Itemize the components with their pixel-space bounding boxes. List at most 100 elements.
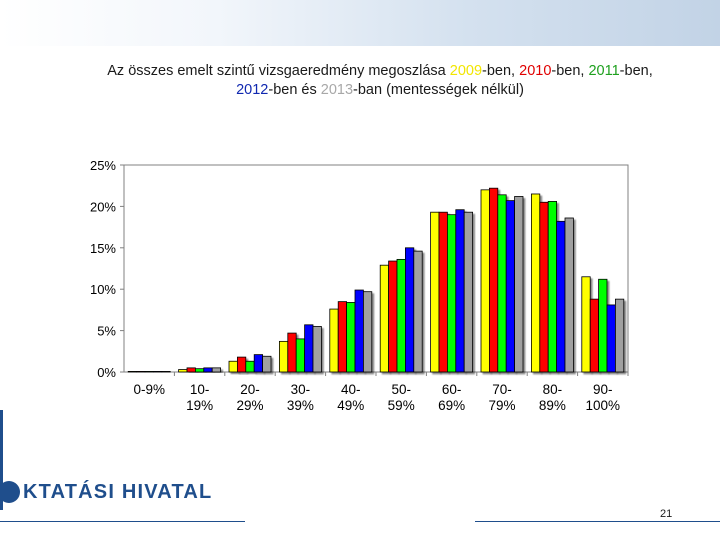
bar-2011-2 (245, 360, 255, 373)
bar-2009-1 (178, 369, 188, 373)
bar-2010-0 (136, 370, 146, 373)
title-text: -ban (mentességek nélkül) (353, 82, 524, 98)
title-text: -ben és (268, 82, 321, 98)
bar-2010-9 (589, 298, 600, 373)
bar-2012-8 (556, 220, 566, 373)
bar-2013-5 (413, 250, 423, 373)
logo-text: KTATÁSI HIVATAL (23, 480, 213, 503)
bar-2013-6 (463, 211, 474, 373)
x-tick-label: 0-9% (133, 382, 165, 397)
year-2009-label: 2009 (449, 63, 483, 79)
x-tick-label-line: 49% (337, 398, 364, 413)
bar-2010-2 (236, 356, 247, 373)
y-tick-label: 20% (90, 199, 116, 214)
y-tick-label: 5% (97, 324, 116, 339)
bar-series (127, 187, 625, 373)
y-tick-label: 10% (90, 282, 116, 297)
bar-2010-6 (438, 211, 448, 373)
bar-2013-4 (362, 291, 373, 373)
bar-2012-7 (505, 200, 516, 373)
title-text: -ben, (551, 63, 589, 79)
title-text: -ben, (482, 63, 520, 79)
x-tick-label-line: 80- (543, 382, 563, 397)
title-line-2: 2012-ben és 2013-ban (mentességek nélkül… (40, 81, 720, 100)
bar-2009-9 (581, 276, 591, 373)
bar-2010-1 (186, 367, 196, 373)
title-text: Az összes emelt szintű vizsgaeredmény me… (107, 63, 450, 79)
bar-2010-4 (337, 301, 348, 373)
x-tick-label: 70-79% (488, 382, 515, 413)
x-tick-label-line: 30- (291, 382, 311, 397)
bar-2009-7 (480, 189, 490, 373)
x-tick-label-line: 60- (442, 382, 462, 397)
year-2010-label: 2010 (519, 63, 552, 79)
x-tick-label-line: 10- (190, 382, 210, 397)
bar-2013-3 (312, 326, 322, 373)
bar-2012-6 (455, 209, 465, 373)
bar-2012-9 (606, 304, 616, 373)
x-tick-label-line: 29% (236, 398, 263, 413)
bar-2013-7 (514, 196, 524, 373)
bar-2012-1 (203, 367, 213, 373)
bar-2009-0 (127, 370, 137, 373)
page-number: 21 (660, 508, 673, 520)
logo: KTATÁSI HIVATAL (0, 478, 212, 506)
x-tick-label-line: 89% (539, 398, 566, 413)
bar-2012-0 (152, 370, 163, 373)
footer-divider-right (475, 521, 720, 522)
x-tick-label-line: 50- (391, 382, 411, 397)
x-tick-label: 20-29% (236, 382, 263, 413)
bar-2009-4 (329, 308, 339, 373)
y-tick-label: 0% (97, 365, 116, 380)
bar-2011-5 (396, 258, 406, 373)
bar-2012-2 (253, 354, 263, 373)
y-tick-label: 25% (90, 158, 116, 173)
bar-2011-1 (194, 368, 205, 373)
bar-2010-5 (388, 260, 398, 373)
bar-2011-8 (547, 201, 558, 373)
bar-2013-1 (211, 367, 221, 373)
x-tick-label-line: 69% (438, 398, 465, 413)
year-2012-label: 2012 (236, 82, 269, 98)
x-tick-label-line: 79% (488, 398, 515, 413)
bar-2013-0 (161, 370, 171, 373)
logo-accent-line (0, 410, 3, 510)
bar-2013-8 (564, 217, 574, 373)
header-band (0, 0, 720, 46)
x-tick-label-line: 100% (586, 398, 621, 413)
bar-2010-7 (488, 187, 499, 373)
bar-2011-6 (446, 214, 457, 373)
x-tick-label-line: 40- (341, 382, 361, 397)
bar-2011-3 (295, 338, 306, 373)
x-tick-label-line: 19% (186, 398, 213, 413)
bar-2012-3 (304, 324, 314, 373)
bar-2010-8 (539, 201, 549, 373)
x-tick-label-line: 70- (492, 382, 512, 397)
bar-2011-0 (144, 370, 154, 373)
x-tick-label: 90-100% (586, 382, 621, 413)
bar-2012-4 (354, 289, 364, 373)
chart-title: Az összes emelt szintű vizsgaeredmény me… (40, 62, 720, 100)
x-tick-label: 60-69% (438, 382, 465, 413)
logo-circle-icon (0, 481, 20, 503)
bar-2009-8 (531, 193, 541, 373)
bar-2009-2 (228, 360, 238, 373)
bar-2013-9 (615, 298, 625, 373)
y-tick-label: 15% (90, 241, 116, 256)
bar-2013-2 (262, 355, 272, 373)
year-2011-label: 2011 (588, 63, 620, 79)
x-tick-label-line: 20- (240, 382, 260, 397)
title-text: -ben, (619, 63, 653, 79)
bar-2009-3 (278, 340, 289, 373)
x-tick-label-line: 39% (287, 398, 314, 413)
year-2013-label: 2013 (320, 82, 354, 98)
x-tick-label: 40-49% (337, 382, 364, 413)
x-tick-label: 30-39% (287, 382, 314, 413)
bar-2011-4 (346, 302, 356, 373)
footer-divider-left (0, 521, 245, 522)
x-tick-label: 80-89% (539, 382, 566, 413)
bar-2012-5 (404, 247, 415, 373)
x-tick-label: 50-59% (388, 382, 415, 413)
y-axis: 0% 5% 10% 15% 20% 25% (90, 158, 124, 380)
bar-2009-6 (430, 211, 440, 373)
